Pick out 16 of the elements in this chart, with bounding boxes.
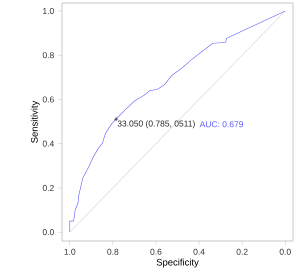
x-tick-label: 0.8 [107, 248, 118, 255]
x-axis-title: Specificity [156, 258, 199, 268]
y-tick-label: 1.0 [43, 8, 54, 14]
annotation: 33.050 (0.785, 0511) [118, 120, 195, 128]
x-tick-label: 0.0 [280, 248, 291, 255]
y-axis-title: Sensitivity [30, 100, 40, 143]
y-tick-label: 0.4 [42, 140, 54, 147]
x-tick-label: 1.0 [64, 248, 76, 255]
y-tick-label: 0.0 [42, 229, 54, 236]
y-tick-label: 0.8 [42, 52, 54, 58]
annotation: AUC: 0.679 [200, 121, 244, 128]
y-tick-label: 0.2 [42, 184, 54, 191]
x-tick-label: 0.6 [150, 248, 162, 255]
y-tick-label: 0.6 [42, 96, 54, 102]
x-tick-label: 0.4 [193, 248, 205, 255]
x-tick-label: 0.2 [236, 248, 248, 255]
